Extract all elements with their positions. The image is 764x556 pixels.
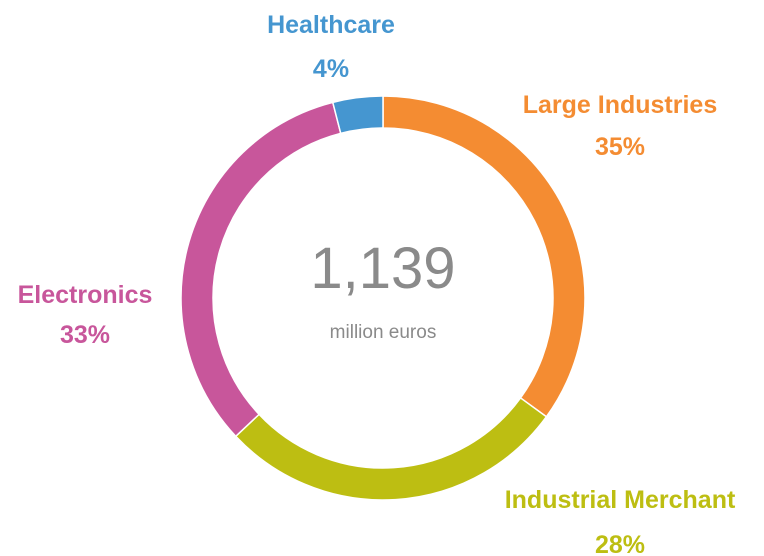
percent-large-industries: 35% [595, 133, 645, 161]
donut-slices [180, 95, 586, 501]
label-large-industries: Large Industries [523, 91, 718, 119]
slice-healthcare [331, 95, 384, 135]
label-industrial-merchant: Industrial Merchant [505, 486, 736, 514]
label-healthcare: Healthcare [267, 11, 395, 39]
center-unit: million euros [330, 322, 437, 343]
label-electronics: Electronics [18, 281, 153, 309]
percent-healthcare: 4% [313, 55, 349, 83]
slice-industrial-merchant [234, 396, 548, 501]
center-total: 1,139 [310, 236, 455, 301]
percent-industrial-merchant: 28% [595, 531, 645, 556]
percent-electronics: 33% [60, 321, 110, 349]
slice-labels: Large Industries 35% Industrial Merchant 28… [18, 11, 736, 556]
